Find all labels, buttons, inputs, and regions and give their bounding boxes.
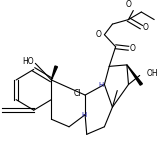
Text: H: H xyxy=(81,112,86,118)
Text: OH: OH xyxy=(146,69,158,78)
Text: HO: HO xyxy=(23,57,34,66)
Text: O: O xyxy=(130,44,136,53)
Text: O: O xyxy=(126,0,132,9)
Polygon shape xyxy=(51,66,57,80)
Text: O: O xyxy=(143,23,149,32)
Text: O: O xyxy=(95,30,101,39)
Polygon shape xyxy=(127,65,142,85)
Text: Cl: Cl xyxy=(73,89,81,98)
Text: H: H xyxy=(99,81,104,88)
